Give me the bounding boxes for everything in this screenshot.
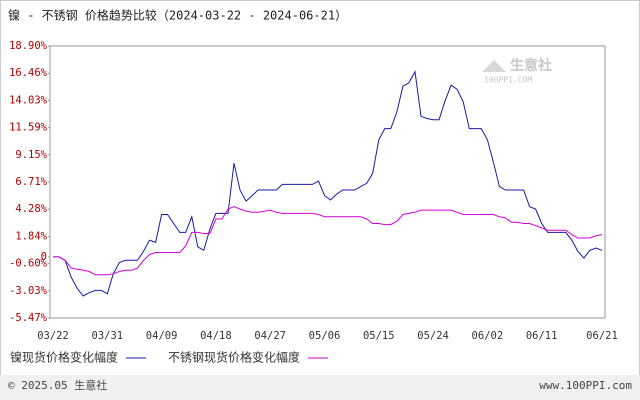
- legend-label: 镍现货价格变化幅度: [10, 350, 118, 365]
- x-tick-label: 05/24: [417, 330, 449, 342]
- y-tick-label: 18.90%: [9, 40, 48, 52]
- line-series: [53, 206, 603, 276]
- x-tick-label: 06/02: [472, 330, 504, 342]
- x-tick-label: 06/11: [526, 330, 558, 342]
- y-tick-label: 11.59%: [9, 122, 48, 134]
- y-tick-label: -5.47%: [9, 312, 48, 324]
- footer-left: © 2025.05 生意社: [8, 378, 107, 392]
- y-tick-label: 4.28%: [15, 203, 47, 215]
- y-tick-label: 0: [41, 251, 47, 263]
- line-series: [53, 70, 603, 297]
- x-tick-label: 05/06: [309, 330, 341, 342]
- x-tick-label: 06/21: [586, 330, 618, 342]
- watermark-sub: 100PPI.COM: [484, 76, 532, 85]
- footer-right: www.100PPI.com: [539, 379, 632, 392]
- chart-title: 镍 - 不锈钢 价格趋势比较（2024-03-22 - 2024-06-21）: [8, 8, 347, 23]
- y-tick-label: -0.60%: [9, 258, 48, 270]
- x-tick-label: 04/18: [200, 330, 232, 342]
- x-tick-label: 05/15: [363, 330, 395, 342]
- y-tick-label: -3.03%: [9, 285, 48, 297]
- legend-label: 不锈钢现货价格变化幅度: [168, 350, 300, 365]
- x-tick-label: 04/27: [254, 330, 286, 342]
- y-tick-label: 1.84%: [15, 230, 47, 242]
- watermark-logo: [482, 60, 506, 72]
- x-tick-label: 03/22: [37, 330, 69, 342]
- watermark: 生意社: [510, 57, 552, 74]
- x-tick-label: 03/31: [92, 330, 124, 342]
- footer-band: [0, 375, 640, 400]
- y-tick-label: 9.15%: [15, 149, 47, 161]
- y-tick-label: 16.46%: [9, 67, 48, 79]
- y-tick-label: 14.03%: [9, 94, 48, 106]
- y-tick-label: 6.71%: [15, 176, 47, 188]
- x-tick-label: 04/09: [146, 330, 178, 342]
